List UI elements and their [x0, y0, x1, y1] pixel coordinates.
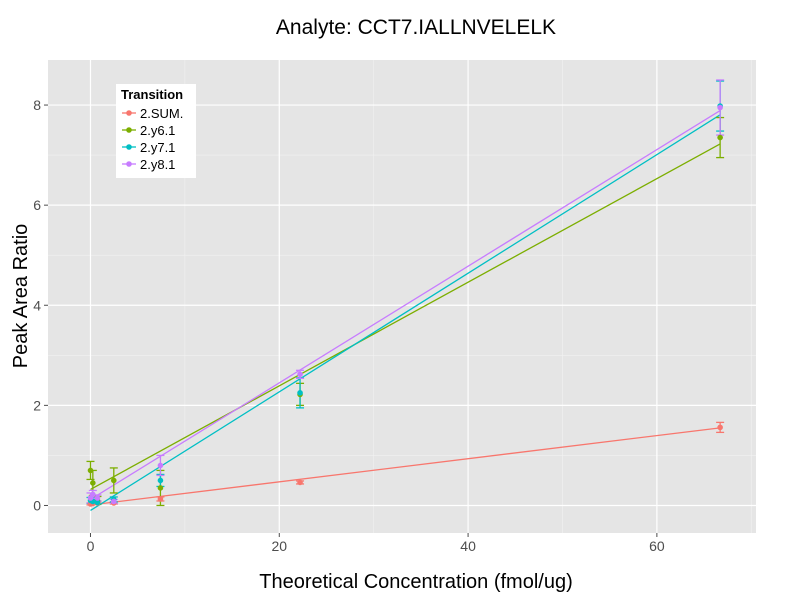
fit-line	[90, 114, 721, 512]
data-point	[90, 491, 96, 498]
fit-line	[90, 427, 721, 506]
data-point	[90, 480, 96, 486]
fit-line	[90, 143, 721, 491]
x-tick-label: 60	[649, 538, 665, 554]
legend-items: 2.SUM. 2.y6.1 2.y7.1 2.y8.1	[122, 106, 183, 172]
fit-line	[90, 109, 721, 501]
data-point	[717, 134, 723, 141]
data-point	[110, 477, 117, 484]
y-axis-ticks: 0 2 4 6 8	[33, 97, 48, 513]
data-point	[87, 467, 94, 474]
y-tick-label: 6	[33, 197, 41, 213]
legend-key-point	[126, 161, 132, 167]
legend: Transition 2.SUM. 2.y6.1 2.y7.1 2.y8.1	[116, 84, 196, 178]
chart-title: Analyte: CCT7.IALLNVELELK	[276, 16, 556, 39]
data-point	[717, 104, 723, 111]
data-point	[157, 477, 164, 484]
legend-title: Transition	[121, 87, 183, 102]
data-point	[157, 496, 164, 502]
fit-lines	[90, 109, 721, 512]
y-tick-label: 8	[33, 97, 41, 113]
legend-label: 2.y7.1	[140, 140, 175, 155]
x-axis-title: Theoretical Concentration (fmol/ug)	[259, 571, 572, 593]
data-point	[297, 479, 303, 486]
y-tick-label: 0	[33, 497, 41, 513]
legend-label: 2.y8.1	[140, 157, 175, 172]
data-points	[87, 103, 723, 507]
legend-key-point	[126, 110, 132, 116]
data-point	[94, 499, 101, 506]
data-point	[110, 498, 117, 505]
y-tick-label: 4	[33, 297, 41, 313]
data-point	[717, 424, 723, 431]
data-point	[297, 371, 303, 378]
data-point	[297, 390, 303, 396]
legend-key-point	[126, 144, 132, 150]
legend-key-point	[126, 127, 132, 133]
legend-label: 2.y6.1	[140, 123, 175, 138]
data-point	[157, 485, 164, 491]
y-axis-title: Peak Area Ratio	[10, 224, 32, 369]
legend-label: 2.SUM.	[140, 106, 183, 121]
x-tick-label: 40	[460, 538, 476, 554]
data-point	[157, 462, 164, 469]
x-tick-label: 0	[87, 538, 95, 554]
x-axis-ticks: 0 20 40 60	[87, 533, 665, 554]
data-point	[94, 495, 101, 501]
x-tick-label: 20	[271, 538, 287, 554]
y-tick-label: 2	[33, 397, 41, 413]
